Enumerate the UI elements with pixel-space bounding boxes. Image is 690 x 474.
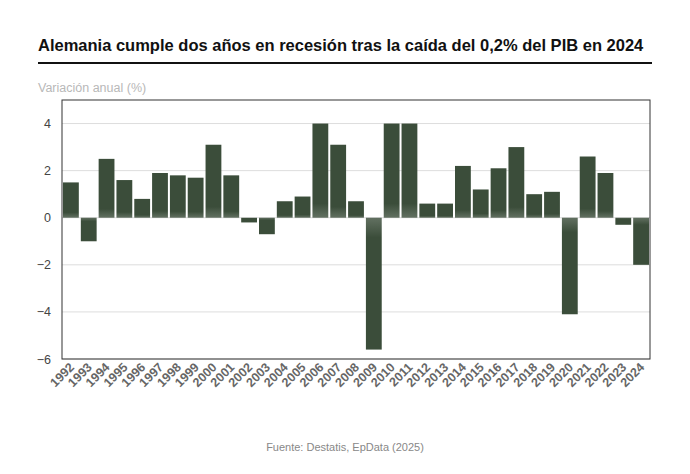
bar bbox=[116, 180, 132, 218]
bars bbox=[63, 124, 649, 350]
bar bbox=[598, 173, 614, 218]
bar bbox=[615, 218, 631, 225]
bar bbox=[455, 166, 471, 218]
grid-line bbox=[62, 123, 650, 124]
title: Alemania cumple dos años en recesión tra… bbox=[38, 36, 644, 54]
bar bbox=[259, 218, 275, 234]
y-tick-label: −6 bbox=[37, 353, 51, 367]
y-tick-label: 4 bbox=[44, 117, 51, 131]
chart-root: Alemania cumple dos años en recesión tra… bbox=[0, 0, 690, 474]
bar bbox=[170, 175, 186, 217]
bar bbox=[526, 194, 542, 218]
bar bbox=[330, 145, 346, 218]
bar bbox=[99, 159, 115, 218]
bar bbox=[402, 124, 418, 218]
bar bbox=[508, 147, 524, 218]
bar bbox=[437, 204, 453, 218]
bar bbox=[188, 178, 204, 218]
grid-line bbox=[62, 264, 650, 265]
y-tick-label: −2 bbox=[37, 258, 51, 272]
bar bbox=[419, 204, 435, 218]
bar bbox=[63, 182, 79, 217]
bar bbox=[348, 201, 364, 217]
bar bbox=[384, 124, 400, 218]
bar bbox=[81, 218, 97, 242]
grid-line bbox=[62, 170, 650, 171]
bar bbox=[295, 197, 311, 218]
bar bbox=[223, 175, 239, 217]
x-tick-label: 2024 bbox=[618, 360, 648, 390]
bar bbox=[473, 189, 489, 217]
plot-frame bbox=[62, 100, 650, 359]
bar bbox=[241, 218, 257, 223]
chart-svg: Alemania cumple dos años en recesión tra… bbox=[0, 0, 690, 474]
y-tick-label: −4 bbox=[37, 305, 51, 319]
y-tick-label: 2 bbox=[44, 164, 51, 178]
bar bbox=[633, 218, 649, 265]
source: Fuente: Destatis, EpData (2025) bbox=[266, 441, 424, 453]
bar bbox=[277, 201, 293, 217]
bar bbox=[544, 192, 560, 218]
bar bbox=[206, 145, 222, 218]
bar bbox=[580, 157, 596, 218]
bar bbox=[491, 168, 507, 217]
title-rule bbox=[38, 62, 652, 64]
bar bbox=[312, 124, 328, 218]
y-tick-label: 0 bbox=[44, 211, 51, 225]
bar bbox=[562, 218, 578, 315]
bar bbox=[152, 173, 168, 218]
bar bbox=[134, 199, 150, 218]
bar bbox=[366, 218, 382, 350]
y-axis-label: Variación anual (%) bbox=[38, 81, 146, 95]
grid-line bbox=[62, 311, 650, 312]
